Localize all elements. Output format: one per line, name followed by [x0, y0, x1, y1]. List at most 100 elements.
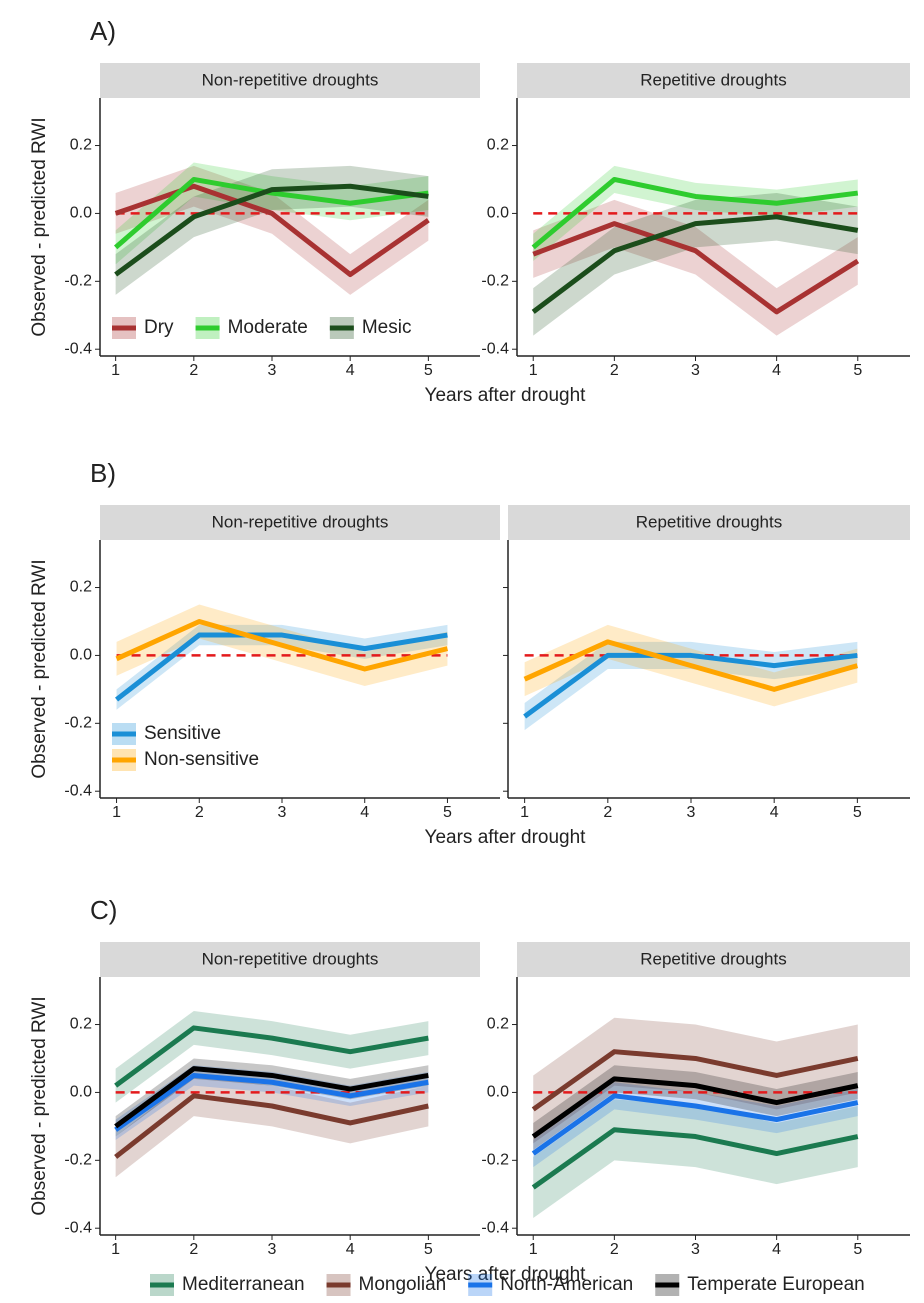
- x-tick-label: 3: [691, 1241, 700, 1258]
- x-tick-label: 2: [189, 362, 198, 379]
- x-tick-label: 5: [424, 1241, 433, 1258]
- strip-title: Repetitive droughts: [636, 512, 782, 531]
- y-tick-label: -0.2: [481, 273, 509, 290]
- y-tick-label: -0.4: [481, 340, 509, 357]
- y-tick-label: 0.2: [487, 1016, 509, 1033]
- y-tick-label: 0.2: [70, 1016, 92, 1033]
- y-tick-label: -0.4: [64, 340, 92, 357]
- legend-label: Non-sensitive: [144, 749, 259, 770]
- y-tick-label: 0.2: [70, 137, 92, 154]
- y-tick-label: -0.2: [481, 1152, 509, 1169]
- confidence-band: [115, 165, 429, 295]
- confidence-band: [533, 1017, 858, 1144]
- x-tick-label: 2: [610, 1241, 619, 1258]
- series-line: [114, 1072, 429, 1132]
- strip-title: Non-repetitive droughts: [202, 949, 379, 968]
- legend-label: Mongolian: [359, 1274, 447, 1295]
- confidence-band: [115, 1065, 429, 1140]
- y-axis-label: Observed - predicted RWI: [29, 117, 50, 336]
- strip-title: Non-repetitive droughts: [202, 70, 379, 89]
- x-tick-label: 2: [610, 362, 619, 379]
- legend-label: Mediterranean: [182, 1274, 305, 1295]
- x-tick-label: 4: [772, 1241, 781, 1258]
- x-tick-label: 1: [520, 804, 529, 821]
- y-tick-label: 0.2: [70, 579, 92, 596]
- legend-label: Temperate European: [687, 1274, 864, 1295]
- confidence-band: [533, 199, 858, 336]
- confidence-band: [115, 1010, 429, 1103]
- y-tick-label: 0.0: [70, 205, 92, 222]
- series-line: [523, 652, 858, 719]
- series-line: [114, 183, 430, 278]
- x-tick-label: 2: [603, 804, 612, 821]
- y-tick-label: -0.4: [64, 1219, 92, 1236]
- strip: [508, 505, 910, 540]
- y-axis-label: Observed - predicted RWI: [29, 996, 50, 1215]
- strip: [100, 63, 480, 98]
- panel-label: A): [90, 16, 116, 46]
- y-tick-label: -0.4: [481, 1219, 509, 1236]
- y-tick-label: 0.0: [70, 1084, 92, 1101]
- x-tick-label: 2: [195, 804, 204, 821]
- x-tick-label: 3: [268, 362, 277, 379]
- series-line: [531, 1049, 859, 1112]
- legend: Sensitive Non-sensitive: [112, 723, 259, 771]
- x-tick-label: 3: [691, 362, 700, 379]
- x-tick-label: 3: [278, 804, 287, 821]
- x-axis-label: Years after drought: [425, 827, 587, 848]
- legend-label: Sensitive: [144, 723, 221, 744]
- x-tick-label: 4: [770, 804, 779, 821]
- legend-label: North-American: [500, 1274, 633, 1295]
- x-tick-label: 4: [772, 362, 781, 379]
- x-tick-label: 1: [111, 362, 120, 379]
- x-tick-label: 3: [687, 804, 696, 821]
- confidence-band: [533, 1065, 858, 1151]
- x-tick-label: 1: [529, 1241, 538, 1258]
- x-tick-label: 1: [111, 1241, 120, 1258]
- confidence-band: [533, 1082, 858, 1168]
- x-tick-label: 5: [853, 804, 862, 821]
- strip-title: Repetitive droughts: [640, 949, 786, 968]
- y-tick-label: 0.0: [487, 205, 509, 222]
- y-tick-label: -0.2: [64, 715, 92, 732]
- legend: Dry Moderate Mesic: [112, 317, 411, 339]
- series-line: [115, 632, 448, 702]
- x-tick-label: 5: [424, 362, 433, 379]
- y-tick-label: -0.2: [64, 273, 92, 290]
- panel-label: B): [90, 458, 116, 488]
- x-tick-label: 1: [112, 804, 121, 821]
- x-tick-label: 4: [346, 1241, 355, 1258]
- series-line: [115, 618, 449, 672]
- y-tick-label: 0.0: [487, 1084, 509, 1101]
- x-tick-label: 1: [529, 362, 538, 379]
- y-tick-label: 0.2: [487, 137, 509, 154]
- strip-title: Repetitive droughts: [640, 70, 786, 89]
- x-axis-label: Years after drought: [425, 385, 587, 406]
- strip: [100, 942, 480, 977]
- series-line: [531, 214, 859, 314]
- x-tick-label: 4: [360, 804, 369, 821]
- strip-title: Non-repetitive droughts: [212, 512, 389, 531]
- x-tick-label: 2: [189, 1241, 198, 1258]
- x-tick-label: 5: [853, 1241, 862, 1258]
- strip: [517, 942, 910, 977]
- y-tick-label: -0.4: [64, 782, 92, 799]
- panel-label: C): [90, 895, 117, 925]
- y-axis-label: Observed - predicted RWI: [29, 559, 50, 778]
- confidence-band: [533, 165, 858, 261]
- y-tick-label: 0.0: [70, 647, 92, 664]
- series-line: [532, 221, 860, 315]
- series-line: [114, 1025, 429, 1088]
- confidence-band: [115, 1075, 429, 1178]
- series-line: [531, 176, 859, 250]
- series-line: [531, 1127, 859, 1190]
- confidence-band: [115, 165, 429, 295]
- x-tick-label: 5: [443, 804, 452, 821]
- series-line: [531, 1093, 859, 1156]
- legend-label: Mesic: [362, 317, 412, 338]
- strip: [100, 505, 500, 540]
- strip: [517, 63, 910, 98]
- y-tick-label: -0.2: [64, 1152, 92, 1169]
